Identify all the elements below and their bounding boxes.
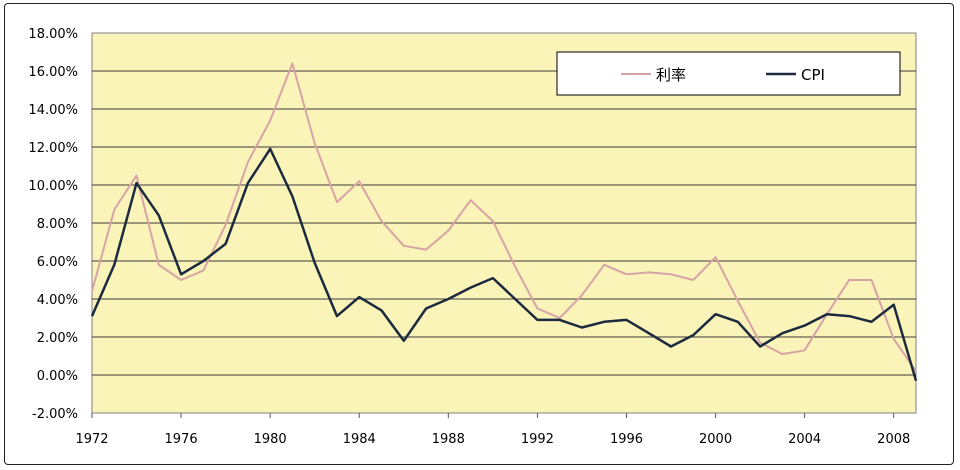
legend: 利率 CPI (556, 51, 901, 96)
y-tick-label: 10.00% (28, 179, 78, 194)
cpi-line (90, 147, 918, 382)
x-tick-label: 1976 (165, 432, 198, 447)
x-tick-label: 1980 (254, 432, 287, 447)
y-tick-label: 12.00% (28, 141, 78, 156)
y-tick-label: 16.00% (28, 65, 78, 80)
series-lines (90, 62, 918, 382)
y-tick-label: 6.00% (37, 255, 78, 270)
legend-box (556, 51, 901, 96)
x-tick-label: 1992 (521, 432, 554, 447)
x-tick-label: 1996 (610, 432, 643, 447)
x-tick-label: 1972 (75, 432, 108, 447)
interest-rate-line (91, 62, 917, 372)
legend-label-cpi: CPI (801, 66, 825, 84)
y-tick-label: 0.00% (37, 369, 78, 384)
y-tick-label: 18.00% (28, 27, 78, 42)
y-axis-tick-labels: -2.00% 0.00% 2.00% 4.00% 6.00% 8.00% 10.00% 12.… (28, 27, 78, 422)
x-tick-label: 1988 (432, 432, 465, 447)
x-tick-label: 2008 (877, 432, 910, 447)
x-tick-label: 2000 (699, 432, 732, 447)
y-tick-label: 4.00% (37, 293, 78, 308)
x-tick-label: 1984 (343, 432, 376, 447)
y-tick-label: 2.00% (37, 331, 78, 346)
y-tick-label: 14.00% (28, 103, 78, 118)
legend-label-interest-rate: 利率 (656, 66, 686, 84)
y-tick-label: -2.00% (32, 407, 78, 422)
x-axis-tick-labels: 1972 1976 1980 1984 1988 1992 1996 2000 2004 2008 (75, 413, 910, 447)
y-tick-label: 8.00% (37, 217, 78, 232)
x-tick-label: 2004 (788, 432, 821, 447)
